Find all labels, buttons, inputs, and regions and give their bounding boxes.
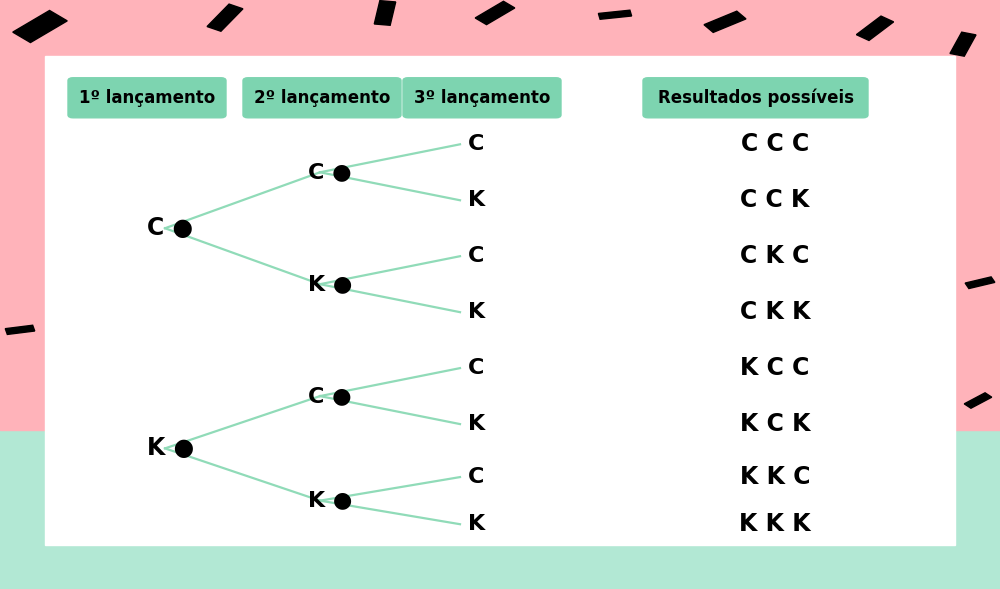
Text: K: K <box>468 190 485 210</box>
Text: 2º lançamento: 2º lançamento <box>254 89 390 107</box>
Text: Resultados possíveis: Resultados possíveis <box>658 88 854 107</box>
Text: C: C <box>468 467 484 487</box>
Text: 3º lançamento: 3º lançamento <box>414 89 550 107</box>
Bar <box>950 32 976 56</box>
Text: C: C <box>468 246 484 266</box>
FancyBboxPatch shape <box>403 78 561 118</box>
Text: C ●: C ● <box>147 216 193 240</box>
FancyBboxPatch shape <box>643 78 868 118</box>
Bar <box>45 56 955 545</box>
Text: C: C <box>468 358 484 378</box>
Text: C K C: C K C <box>740 244 810 268</box>
Text: C ●: C ● <box>308 163 352 182</box>
Bar <box>598 10 632 19</box>
Bar <box>965 277 995 289</box>
Text: K ●: K ● <box>147 436 194 461</box>
Text: K K K: K K K <box>739 512 811 536</box>
Bar <box>207 4 243 31</box>
Text: K C K: K C K <box>740 412 810 436</box>
Text: C: C <box>468 134 484 154</box>
Text: K C C: K C C <box>740 356 810 380</box>
Bar <box>13 11 67 42</box>
Text: K ●: K ● <box>308 491 352 511</box>
Bar <box>0 0 1000 430</box>
Text: C C C: C C C <box>741 133 809 156</box>
Text: K K C: K K C <box>740 465 810 489</box>
Text: K: K <box>468 302 485 322</box>
Bar <box>0 430 1000 589</box>
FancyBboxPatch shape <box>243 78 401 118</box>
Text: C ●: C ● <box>308 386 352 406</box>
Text: C C K: C C K <box>740 188 810 212</box>
Bar <box>374 1 396 25</box>
Bar <box>856 16 894 41</box>
FancyBboxPatch shape <box>68 78 226 118</box>
Bar <box>475 1 515 25</box>
Text: 1º lançamento: 1º lançamento <box>79 89 215 107</box>
Bar <box>704 11 746 32</box>
Bar <box>5 325 35 335</box>
Bar <box>964 393 992 408</box>
Text: K: K <box>468 514 485 534</box>
Text: C K K: C K K <box>740 300 810 324</box>
Text: K ●: K ● <box>308 274 352 294</box>
Text: K: K <box>468 414 485 434</box>
